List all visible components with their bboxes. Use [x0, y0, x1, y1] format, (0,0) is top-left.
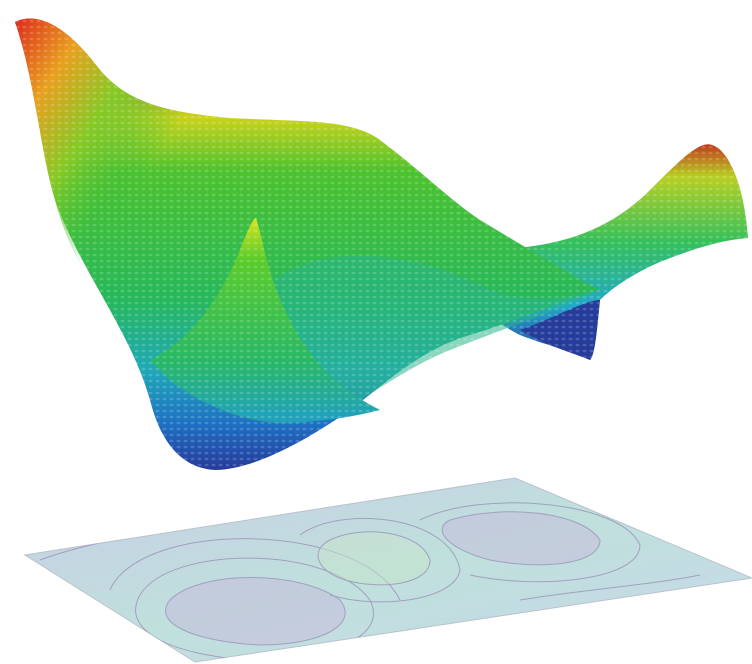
surface-render	[0, 0, 752, 664]
